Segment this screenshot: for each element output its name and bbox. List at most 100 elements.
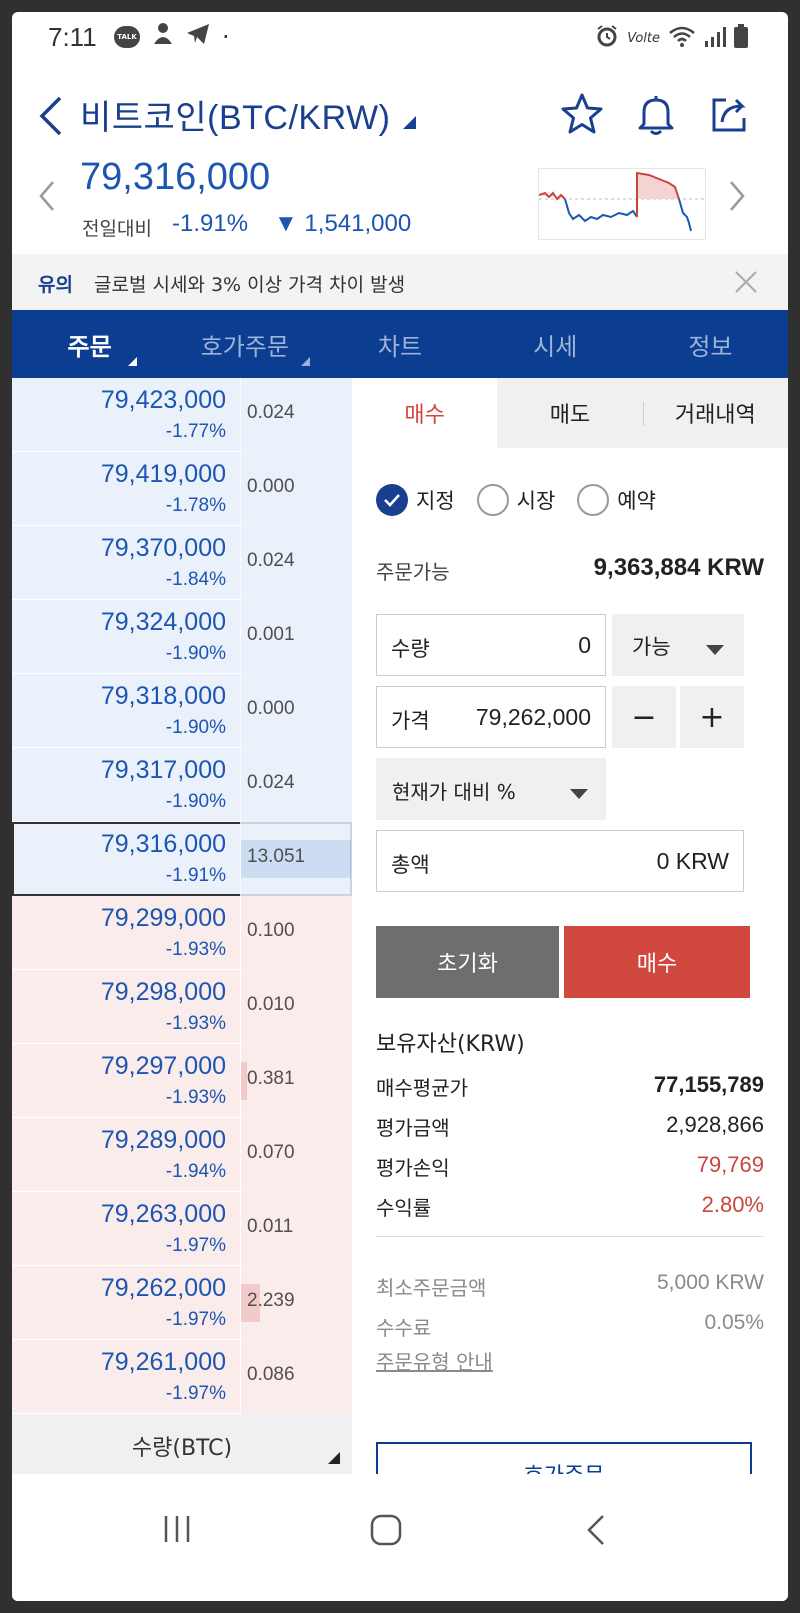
order-book-price-cell[interactable]: 79,324,000 -1.90% [12,600,240,674]
expand-triangle-icon[interactable] [328,1452,340,1464]
mini-price-chart[interactable] [538,168,706,240]
order-book-quantity-cell[interactable]: 0.000 [240,674,352,748]
order-book-quantity-cell[interactable]: 0.011 [240,1192,352,1266]
order-book-row[interactable]: 79,317,000 -1.90% 0.024 [12,748,352,822]
quantity-select[interactable]: 가능 [612,614,744,676]
order-book-quantity: 0.024 [247,772,295,793]
signal-icon [704,25,726,51]
order-book-row-current[interactable]: 79,316,000 -1.91% 13.051 [12,822,352,896]
order-book-depth-bar [241,1284,260,1322]
order-book-row[interactable]: 79,324,000 -1.90% 0.001 [12,600,352,674]
share-icon[interactable] [708,92,752,140]
asset-label: 평가금액 [376,1116,450,1140]
order-book-price-cell[interactable]: 79,317,000 -1.90% [12,748,240,822]
order-book-footer[interactable]: 수량(BTC) [12,1414,352,1474]
order-type-radio-1[interactable]: 시장 [476,484,555,516]
order-book-quantity-cell[interactable]: 0.001 [240,600,352,674]
order-book-quantity-cell[interactable]: 13.051 [240,822,352,896]
order-book-price-cell[interactable]: 79,299,000 -1.93% [12,896,240,970]
order-book-quantity-cell[interactable]: 0.024 [240,378,352,452]
order-book-row[interactable]: 79,419,000 -1.78% 0.000 [12,452,352,526]
order-book-price-cell[interactable]: 79,316,000 -1.91% [12,822,240,896]
order-type-radios: 지정 시장 예약 [376,484,656,516]
order-book-row[interactable]: 79,318,000 -1.90% 0.000 [12,674,352,748]
order-book-row[interactable]: 79,289,000 -1.94% 0.070 [12,1118,352,1192]
total-label: 총액 [391,853,430,877]
tab-2[interactable]: 차트 [322,310,477,378]
coin-title[interactable]: 비트코인(BTC/KRW) [80,99,391,137]
order-book-price-cell[interactable]: 79,263,000 -1.97% [12,1192,240,1266]
recent-apps-icon[interactable] [162,1514,192,1548]
back-nav-icon[interactable] [586,1514,606,1550]
quantity-input[interactable]: 수량 0 [376,614,606,676]
order-book-price: 79,419,000 [100,460,226,488]
order-book-row[interactable]: 79,370,000 -1.84% 0.024 [12,526,352,600]
radio-unchecked-icon[interactable] [577,484,610,516]
order-book-quantity-cell[interactable]: 0.100 [240,896,352,970]
close-icon[interactable] [734,270,758,298]
order-book-quantity-cell[interactable]: 0.024 [240,748,352,822]
order-book-price-cell[interactable]: 79,318,000 -1.90% [12,674,240,748]
order-book-percent: -1.90% [165,643,226,664]
tab-label: 호가주문 [200,332,289,361]
radio-checked-icon[interactable] [376,484,408,516]
notice-label: 유의 [38,274,73,296]
percent-select[interactable]: 현재가 대비 % [376,758,606,820]
order-sub-tab-0[interactable]: 매수 [352,378,498,448]
home-icon[interactable] [370,1514,402,1550]
coin-select-caret-icon[interactable] [403,116,416,129]
order-type-guide-link[interactable]: 주문유형 안내 [376,1350,493,1374]
order-book-price-cell[interactable]: 79,297,000 -1.93% [12,1044,240,1118]
order-book-quantity: 0.000 [247,476,295,497]
order-book-row[interactable]: 79,297,000 -1.93% 0.381 [12,1044,352,1118]
order-book-price: 79,299,000 [100,904,226,932]
back-arrow-icon[interactable] [38,96,64,140]
favorite-star-icon[interactable] [560,92,604,140]
tab-1[interactable]: 호가주문 [167,310,322,378]
price-plus-button[interactable]: + [680,686,744,748]
asset-value: 77,155,789 [653,1072,764,1097]
radio-unchecked-icon[interactable] [476,484,509,516]
order-sub-tab-1[interactable]: 매도 [497,378,643,448]
tab-4[interactable]: 정보 [633,310,788,378]
order-type-radio-2[interactable]: 예약 [577,484,656,516]
order-book-price-cell[interactable]: 79,423,000 -1.77% [12,378,240,452]
price-input[interactable]: 가격 79,262,000 [376,686,606,748]
order-book-quantity-cell[interactable]: 0.024 [240,526,352,600]
order-book-price-cell[interactable]: 79,419,000 -1.78% [12,452,240,526]
order-book-price-cell[interactable]: 79,262,000 -1.97% [12,1266,240,1340]
order-book-price-cell[interactable]: 79,289,000 -1.94% [12,1118,240,1192]
bell-icon[interactable] [634,92,678,140]
order-book-quantity-cell[interactable]: 0.010 [240,970,352,1044]
order-book-row[interactable]: 79,261,000 -1.97% 0.086 [12,1340,352,1414]
order-book-quantity-cell[interactable]: 0.070 [240,1118,352,1192]
tab-3[interactable]: 시세 [478,310,633,378]
prev-coin-arrow-icon[interactable] [38,180,56,216]
order-book-price: 79,289,000 [100,1126,226,1154]
tab-0[interactable]: 주문 [12,310,167,378]
order-book-quantity-cell[interactable]: 0.000 [240,452,352,526]
order-type-radio-0[interactable]: 지정 [376,484,455,516]
order-book-price: 79,324,000 [100,608,226,636]
price-minus-button[interactable]: − [612,686,676,748]
reset-button[interactable]: 초기화 [376,926,559,998]
order-book-row[interactable]: 79,262,000 -1.97% 2.239 [12,1266,352,1340]
order-book-price-cell[interactable]: 79,261,000 -1.97% [12,1340,240,1414]
min-order-value: 5,000 KRW [657,1271,764,1294]
total-input[interactable]: 총액 0 KRW [376,830,744,892]
order-sub-tab-2[interactable]: 거래내역 [642,378,788,448]
order-book-row[interactable]: 79,298,000 -1.93% 0.010 [12,970,352,1044]
order-book-price-cell[interactable]: 79,370,000 -1.84% [12,526,240,600]
order-book-row[interactable]: 79,263,000 -1.97% 0.011 [12,1192,352,1266]
order-book-price-cell[interactable]: 79,298,000 -1.93% [12,970,240,1044]
order-book-quantity-cell[interactable]: 0.381 [240,1044,352,1118]
order-book-percent: -1.84% [165,569,226,590]
buy-button[interactable]: 매수 [564,926,750,998]
order-book-row[interactable]: 79,423,000 -1.77% 0.024 [12,378,352,452]
main-tabs: 주문 호가주문 차트 시세 정보 [12,310,788,378]
order-book-quantity-cell[interactable]: 0.086 [240,1340,352,1414]
order-book-quantity-cell[interactable]: 2.239 [240,1266,352,1340]
order-book-percent: -1.97% [165,1383,226,1404]
order-book-row[interactable]: 79,299,000 -1.93% 0.100 [12,896,352,970]
next-coin-arrow-icon[interactable] [728,180,746,216]
